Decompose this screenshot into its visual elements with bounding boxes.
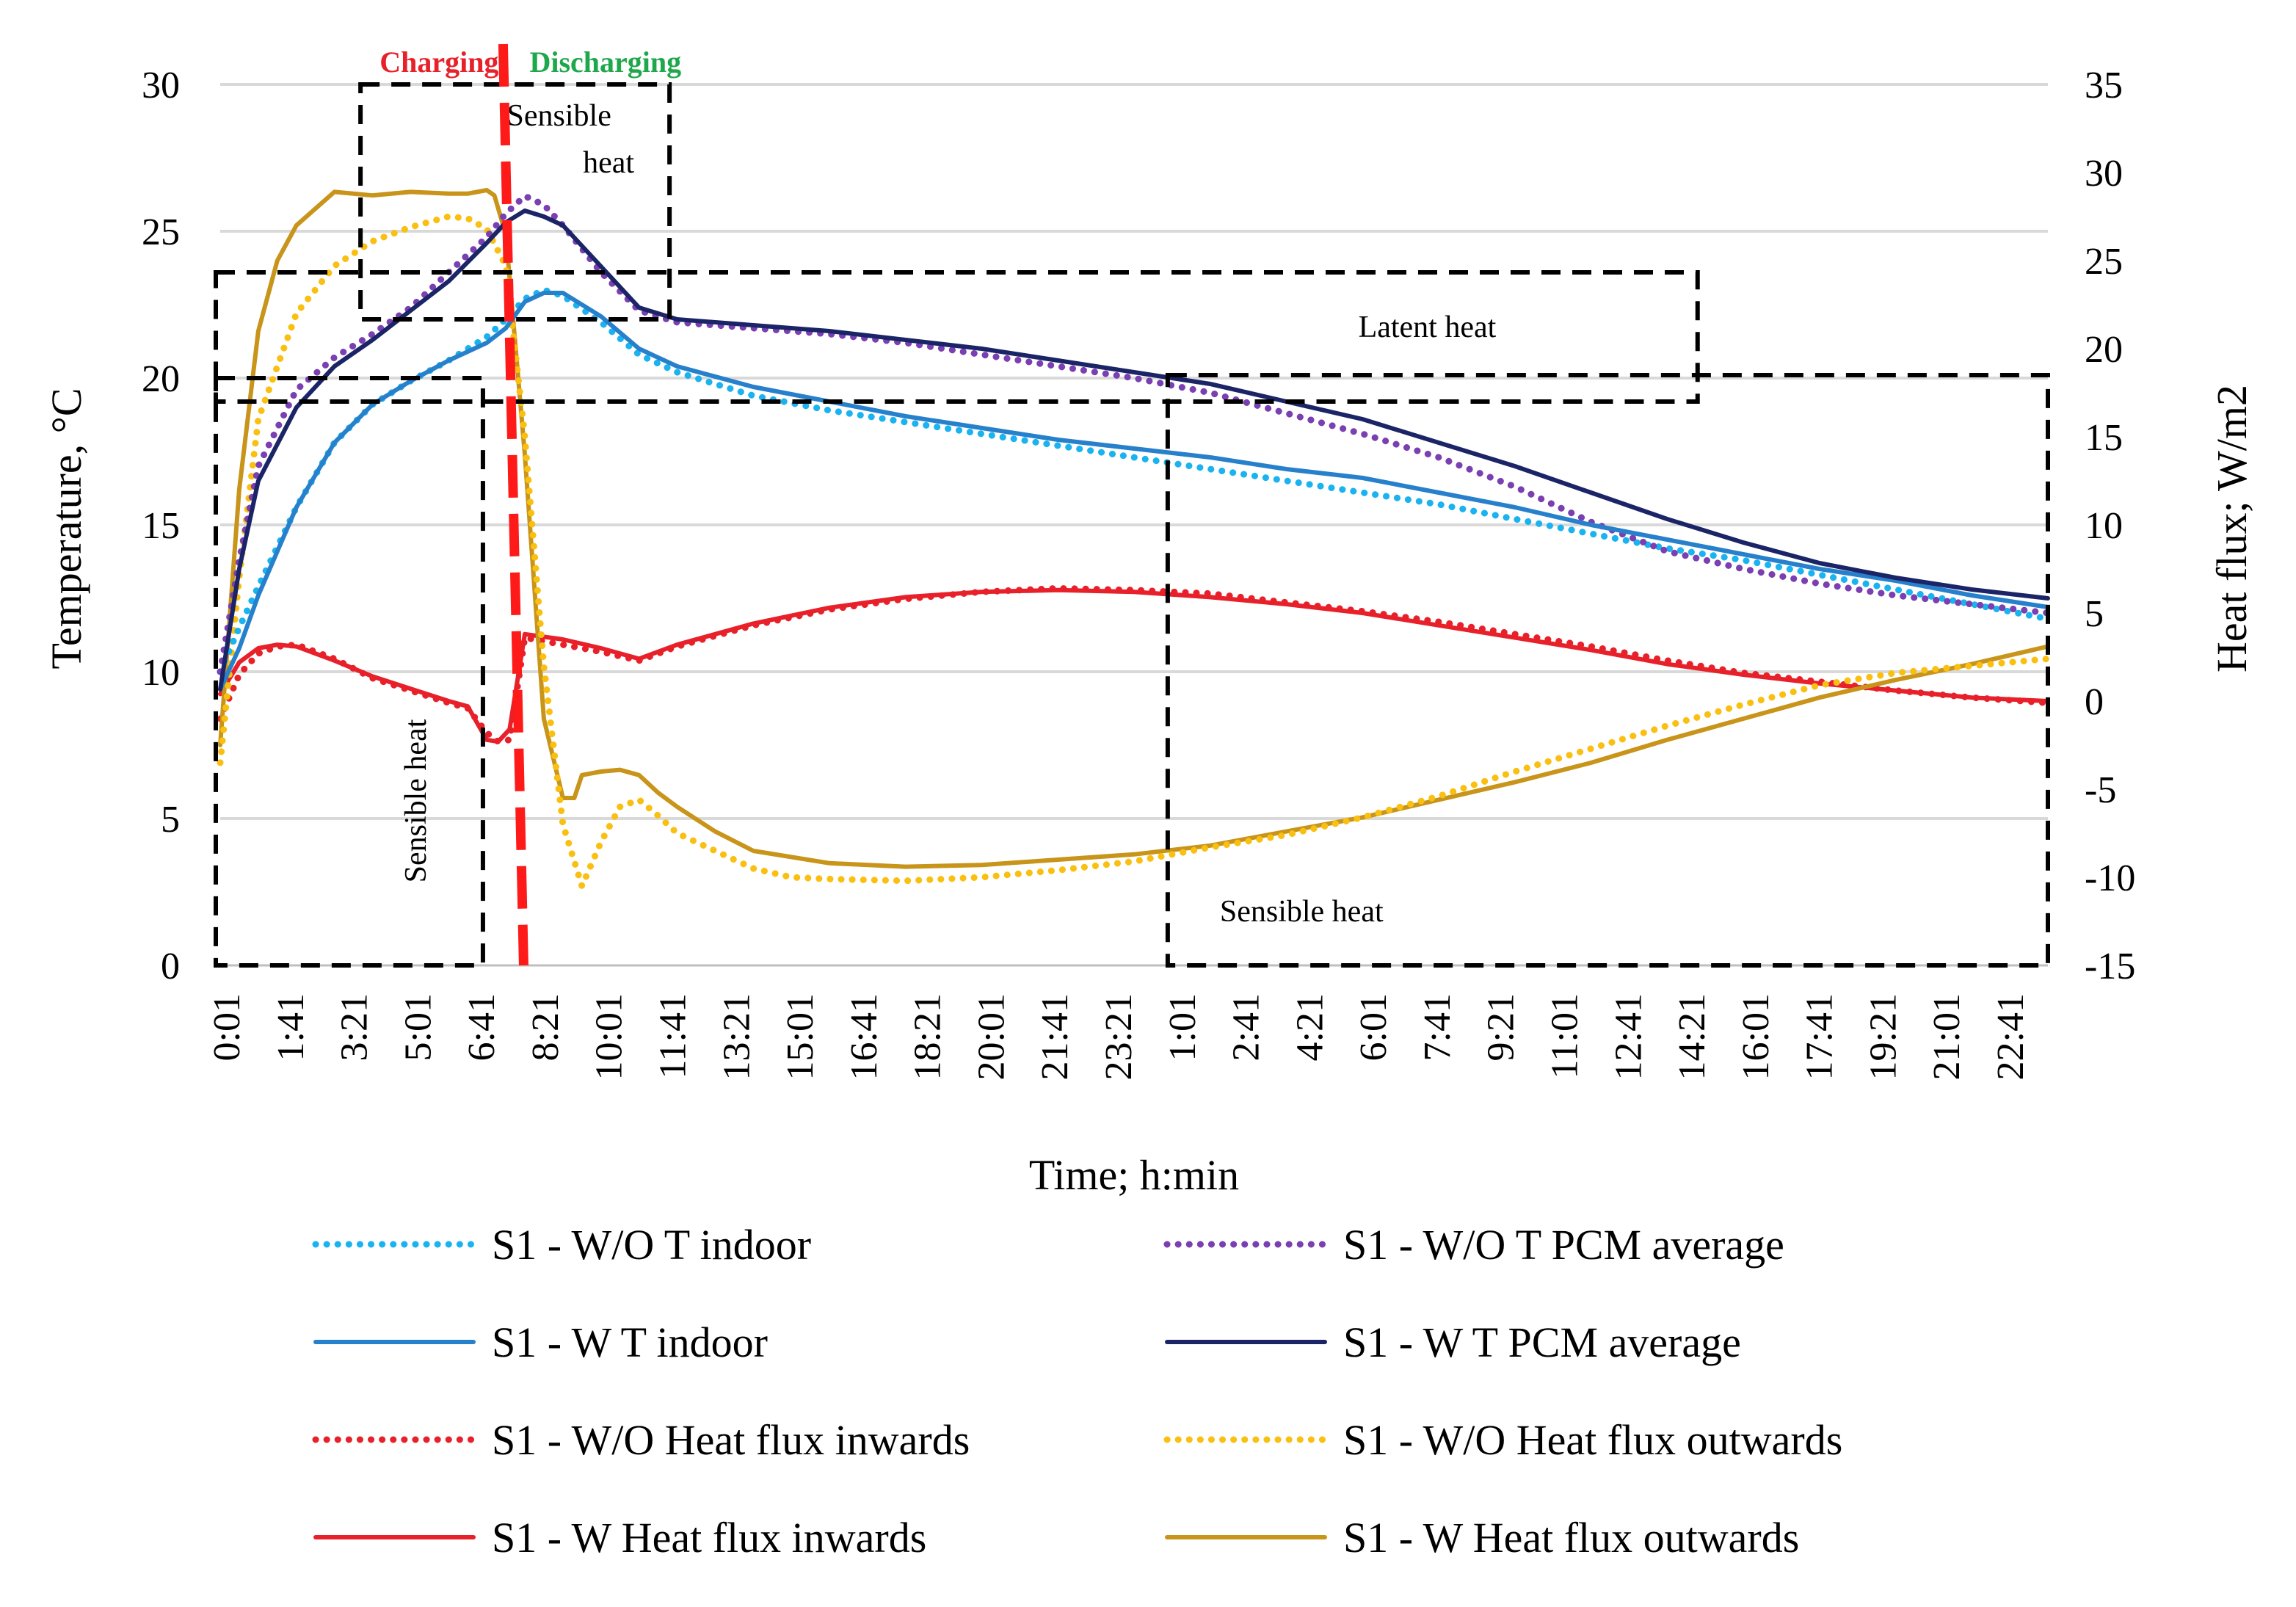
phase-boundary-line xyxy=(498,43,528,966)
legend-label-7: S1 - W Heat flux inwards xyxy=(492,1514,926,1561)
right-axis-title: Heat flux; W/m2 xyxy=(2208,385,2256,672)
right-tick-label: 0 xyxy=(2085,681,2104,723)
right-axis: -15 -10 -5 0 5 10 15 20 25 30 35 xyxy=(2085,65,2135,987)
left-axis-title: Temperature, °C xyxy=(43,388,90,669)
left-tick-label: 10 xyxy=(142,652,180,694)
right-tick-label: 25 xyxy=(2085,241,2123,283)
x-tick-label: 1:01 xyxy=(1162,993,1204,1061)
x-tick-label: 5:01 xyxy=(397,993,439,1061)
x-tick-label: 9:21 xyxy=(1481,993,1522,1061)
x-tick-label: 17:41 xyxy=(1799,993,1841,1080)
x-tick-label: 7:41 xyxy=(1417,993,1458,1061)
series-line-6 xyxy=(217,213,2052,890)
left-tick-label: 15 xyxy=(142,505,180,547)
x-tick-label: 11:01 xyxy=(1544,993,1586,1079)
legend-label-8: S1 - W Heat flux outwards xyxy=(1343,1514,1799,1561)
legend-label-3: S1 - W T indoor xyxy=(492,1318,768,1366)
x-tick-label: 2:41 xyxy=(1226,993,1268,1061)
x-tick-label: 19:21 xyxy=(1862,993,1904,1080)
annotation-box-4 xyxy=(1165,373,2050,968)
x-tick-label: 18:21 xyxy=(907,993,949,1080)
legend-label-4: S1 - W T PCM average xyxy=(1343,1318,1741,1366)
x-tick-label: 8:21 xyxy=(525,993,567,1061)
x-tick-label: 20:01 xyxy=(970,993,1012,1080)
annotation-box-1 xyxy=(214,376,485,968)
right-tick-label: 35 xyxy=(2085,65,2123,106)
annotation-label-sensible-heat-vertical: Sensible heat xyxy=(399,719,433,882)
right-tick-label: 30 xyxy=(2085,153,2123,195)
x-tick-label: 21:41 xyxy=(1034,993,1076,1080)
x-tick-label: 12:41 xyxy=(1607,993,1649,1080)
annotation-layer: Sensible heat Sensible heat Latent heat Sens… xyxy=(214,43,2050,968)
right-tick-label: 20 xyxy=(2085,329,2123,371)
right-tick-label: 10 xyxy=(2085,505,2123,547)
x-tick-label: 4:21 xyxy=(1289,993,1331,1061)
x-tick-label: 1:41 xyxy=(270,993,312,1061)
x-axis: 0:01 1:41 3:21 5:01 6:41 8:21 10:01 11:41 13:21 1… xyxy=(206,964,2048,1080)
x-tick-label: 10:01 xyxy=(589,993,631,1080)
legend: S1 - W/O T indoor S1 - W/O T PCM average S… xyxy=(312,1221,1842,1561)
left-tick-label: 30 xyxy=(142,65,180,106)
x-tick-label: 21:01 xyxy=(1926,993,1968,1080)
series-line-2 xyxy=(217,192,2052,675)
series-line-7 xyxy=(218,587,2050,744)
annotation-label-latent-heat: Latent heat xyxy=(1359,311,1497,344)
legend-label-6: S1 - W/O Heat flux outwards xyxy=(1343,1416,1842,1464)
left-tick-label: 25 xyxy=(142,211,180,253)
annotation-label-sensible-line1: Sensible xyxy=(507,99,611,133)
left-axis: 0 5 10 15 20 25 30 xyxy=(142,65,180,987)
x-tick-label: 13:21 xyxy=(716,993,758,1080)
left-tick-label: 20 xyxy=(142,358,180,400)
series-line-3 xyxy=(218,291,2050,692)
x-axis-title: Time; h:min xyxy=(1029,1151,1239,1199)
right-tick-label: 5 xyxy=(2085,593,2104,635)
series-line-5 xyxy=(217,584,2052,745)
series-line-8 xyxy=(218,188,2050,869)
phase-label-charging: Charging xyxy=(379,46,498,79)
series-line-4 xyxy=(218,208,2050,692)
legend-label-2: S1 - W/O T PCM average xyxy=(1343,1221,1784,1269)
x-tick-label: 11:41 xyxy=(653,993,694,1079)
x-tick-label: 0:01 xyxy=(206,993,248,1061)
left-tick-label: 0 xyxy=(161,946,180,987)
right-tick-label: -15 xyxy=(2085,946,2135,987)
left-tick-label: 5 xyxy=(161,799,180,841)
phase-label-discharging: Discharging xyxy=(529,46,681,79)
annotation-box-3 xyxy=(214,270,1700,404)
x-tick-label: 16:01 xyxy=(1735,993,1777,1080)
x-tick-label: 15:01 xyxy=(780,993,821,1080)
x-tick-label: 16:41 xyxy=(843,993,885,1080)
x-tick-label: 6:01 xyxy=(1353,993,1395,1061)
annotation-box-2 xyxy=(358,82,672,322)
legend-label-1: S1 - W/O T indoor xyxy=(492,1221,811,1269)
x-tick-label: 14:21 xyxy=(1671,993,1713,1080)
right-tick-label: -10 xyxy=(2085,857,2135,899)
annotation-label-sensible-line2: heat xyxy=(583,146,634,180)
x-tick-label: 22:41 xyxy=(1990,993,2032,1080)
legend-label-5: S1 - W/O Heat flux inwards xyxy=(492,1416,970,1464)
x-tick-label: 6:41 xyxy=(461,993,503,1061)
right-tick-label: 15 xyxy=(2085,417,2123,459)
annotation-label-sensible-heat-right: Sensible heat xyxy=(1220,895,1384,929)
x-tick-label: 23:21 xyxy=(1098,993,1140,1080)
series-line-1 xyxy=(217,286,2052,675)
right-tick-label: -5 xyxy=(2085,769,2116,811)
series-layer xyxy=(217,188,2052,890)
x-tick-label: 3:21 xyxy=(334,993,376,1061)
